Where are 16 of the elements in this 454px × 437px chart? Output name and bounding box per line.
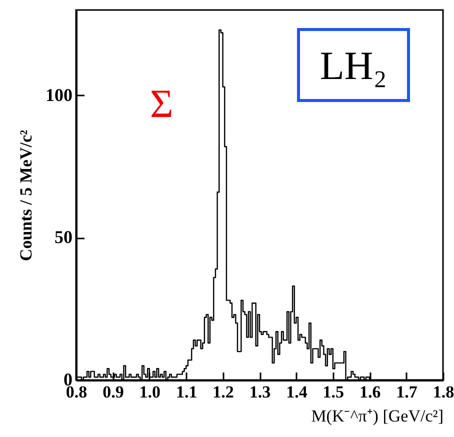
label-frame: LH₂	[297, 28, 410, 102]
x-tick-label: 1.8	[432, 382, 454, 402]
x-tick-label: 1.7	[396, 382, 418, 402]
y-axis-title: Counts / 5 MeV/c²	[16, 130, 36, 262]
x-tick-label: 1.4	[286, 382, 308, 402]
x-tick-label: 0.9	[102, 382, 124, 402]
y-tick-label: 100	[46, 84, 72, 105]
x-tick-label: 1.1	[176, 382, 198, 402]
x-tick-label: 1.2	[212, 382, 234, 402]
annotation: Σ	[150, 81, 174, 126]
x-tick-label: 1.5	[322, 382, 344, 402]
x-tick-label: 1.6	[359, 382, 381, 402]
x-tick-label: 1.3	[249, 382, 271, 402]
x-axis-title: M(K⁻^π⁺) [GeV/c²]	[311, 406, 444, 426]
y-tick-label: 50	[54, 227, 72, 248]
x-tick-label: 1.0	[139, 382, 161, 402]
